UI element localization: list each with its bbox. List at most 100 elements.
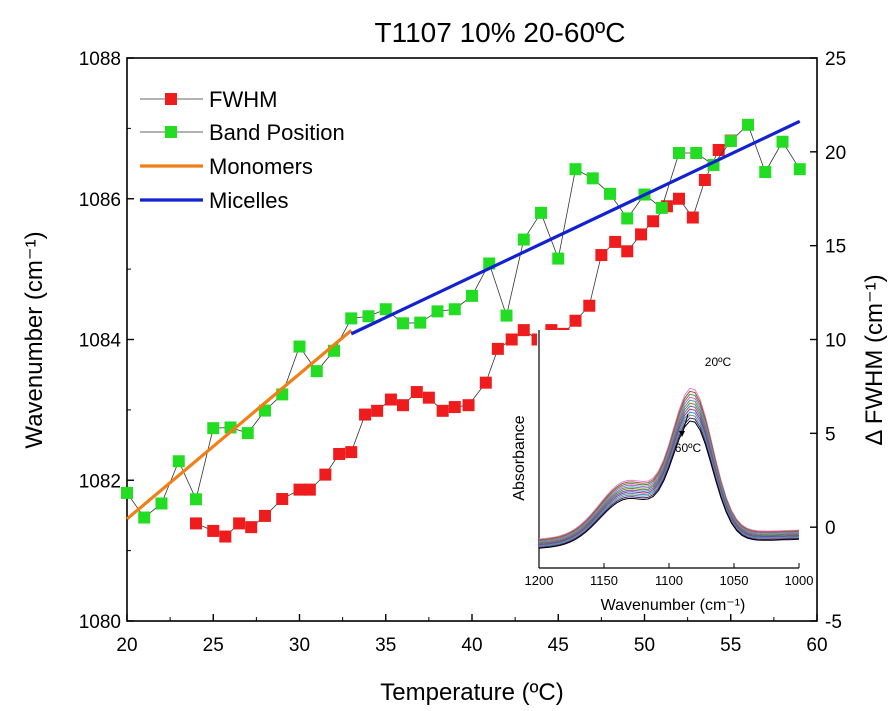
data-point [259,404,271,417]
data-point [190,493,202,506]
data-point [569,314,582,327]
data-point [219,530,232,543]
data-point [604,187,616,200]
data-point [621,212,634,225]
data-point [422,391,435,404]
data-point [635,228,648,241]
data-point [371,404,384,417]
data-point [414,316,427,329]
inset-chart: 1200 1150 1100 1050 1000 Absorbance Wavenumb… [511,330,813,614]
fit-line [125,329,353,521]
inset-annotation-20c: 20ºC [705,355,732,369]
data-point [690,147,703,160]
data-point [742,118,754,131]
data-point [233,517,246,530]
data-point [207,524,220,537]
legend: FWHM Band Position Monomers Micelles [140,87,345,213]
inset-arrow-head [679,431,685,437]
data-point [698,173,711,186]
inset-spectrum [538,408,800,546]
x-tick-label: 35 [375,635,396,656]
data-point [586,172,599,185]
inset-tick-label: 1000 [785,573,814,588]
chart-title: T1107 10% 20-60ºC [375,17,626,48]
data-point [609,235,622,248]
data-point [138,511,151,524]
inset-spectrum [538,396,800,542]
data-point [384,393,397,406]
y-tick-label: 1086 [79,190,121,211]
legend-label: FWHM [209,87,277,112]
legend-swatch [165,126,177,138]
data-point [207,422,220,435]
data-point [397,317,409,330]
legend-label: Micelles [209,188,288,213]
series-micelles [350,119,801,336]
data-point [776,135,789,148]
legend-item: Band Position [140,120,345,145]
y2-tick-label: 10 [825,331,846,352]
data-point [431,305,444,318]
x-tick-label: 55 [720,635,741,656]
data-point [155,497,168,510]
data-point [276,493,289,506]
inset-spectrum [538,420,800,549]
inset-tick-label: 1200 [525,573,554,588]
y-tick-label: 1088 [79,49,121,70]
data-point [345,312,358,325]
data-point [303,483,316,496]
inset-spectrum [538,411,800,547]
data-point [759,166,772,179]
fit-line [350,119,801,336]
data-point [491,342,504,355]
inset-spectrum [538,399,800,543]
data-point [293,340,306,353]
y-tick-label: 1084 [79,331,122,352]
data-point [724,135,737,148]
data-point [359,408,372,421]
series-layer [121,118,806,543]
data-point [379,303,392,316]
x-axis: 20 25 30 35 40 45 50 55 60 [116,614,828,656]
y-axis-label: Wavenumber (cm⁻¹) [21,231,48,448]
data-point [793,163,806,176]
data-point [655,201,668,214]
data-point [712,143,725,156]
data-point [259,509,271,522]
x-tick-label: 20 [116,635,137,656]
data-point [595,249,608,262]
x-tick-label: 60 [806,635,827,656]
y2-tick-label: -5 [825,612,842,633]
series-band-position [121,118,806,524]
series-monomers [125,329,353,521]
data-point [673,147,685,160]
data-point [583,299,596,312]
inset-y-label: Absorbance [511,415,528,500]
y2-tick-label: 5 [825,424,836,445]
data-point [172,455,185,468]
legend-swatch [165,93,177,105]
data-point [362,310,375,323]
data-point [621,245,634,258]
connector-line [126,124,801,519]
inset-spectrum [538,402,800,544]
inset-spectrum [538,393,800,542]
data-point [397,399,409,412]
data-point [121,486,133,499]
data-point [479,376,492,389]
inset-tick-label: 1100 [655,573,683,588]
y2-axis-label: Δ FWHM (cm⁻¹) [861,274,888,445]
y2-tick-label: 20 [825,143,846,164]
data-point [410,386,423,399]
inset-spectrum [538,387,800,540]
inset-x-ticks: 1200 1150 1100 1050 1000 [525,563,814,588]
data-point [517,233,530,246]
data-point [517,324,530,337]
data-point [319,468,332,481]
data-point [673,192,685,205]
data-point [552,252,565,265]
y-axis-left: 1080 1082 1084 1086 1088 [79,49,134,633]
data-point [500,309,513,322]
data-point [310,365,323,378]
